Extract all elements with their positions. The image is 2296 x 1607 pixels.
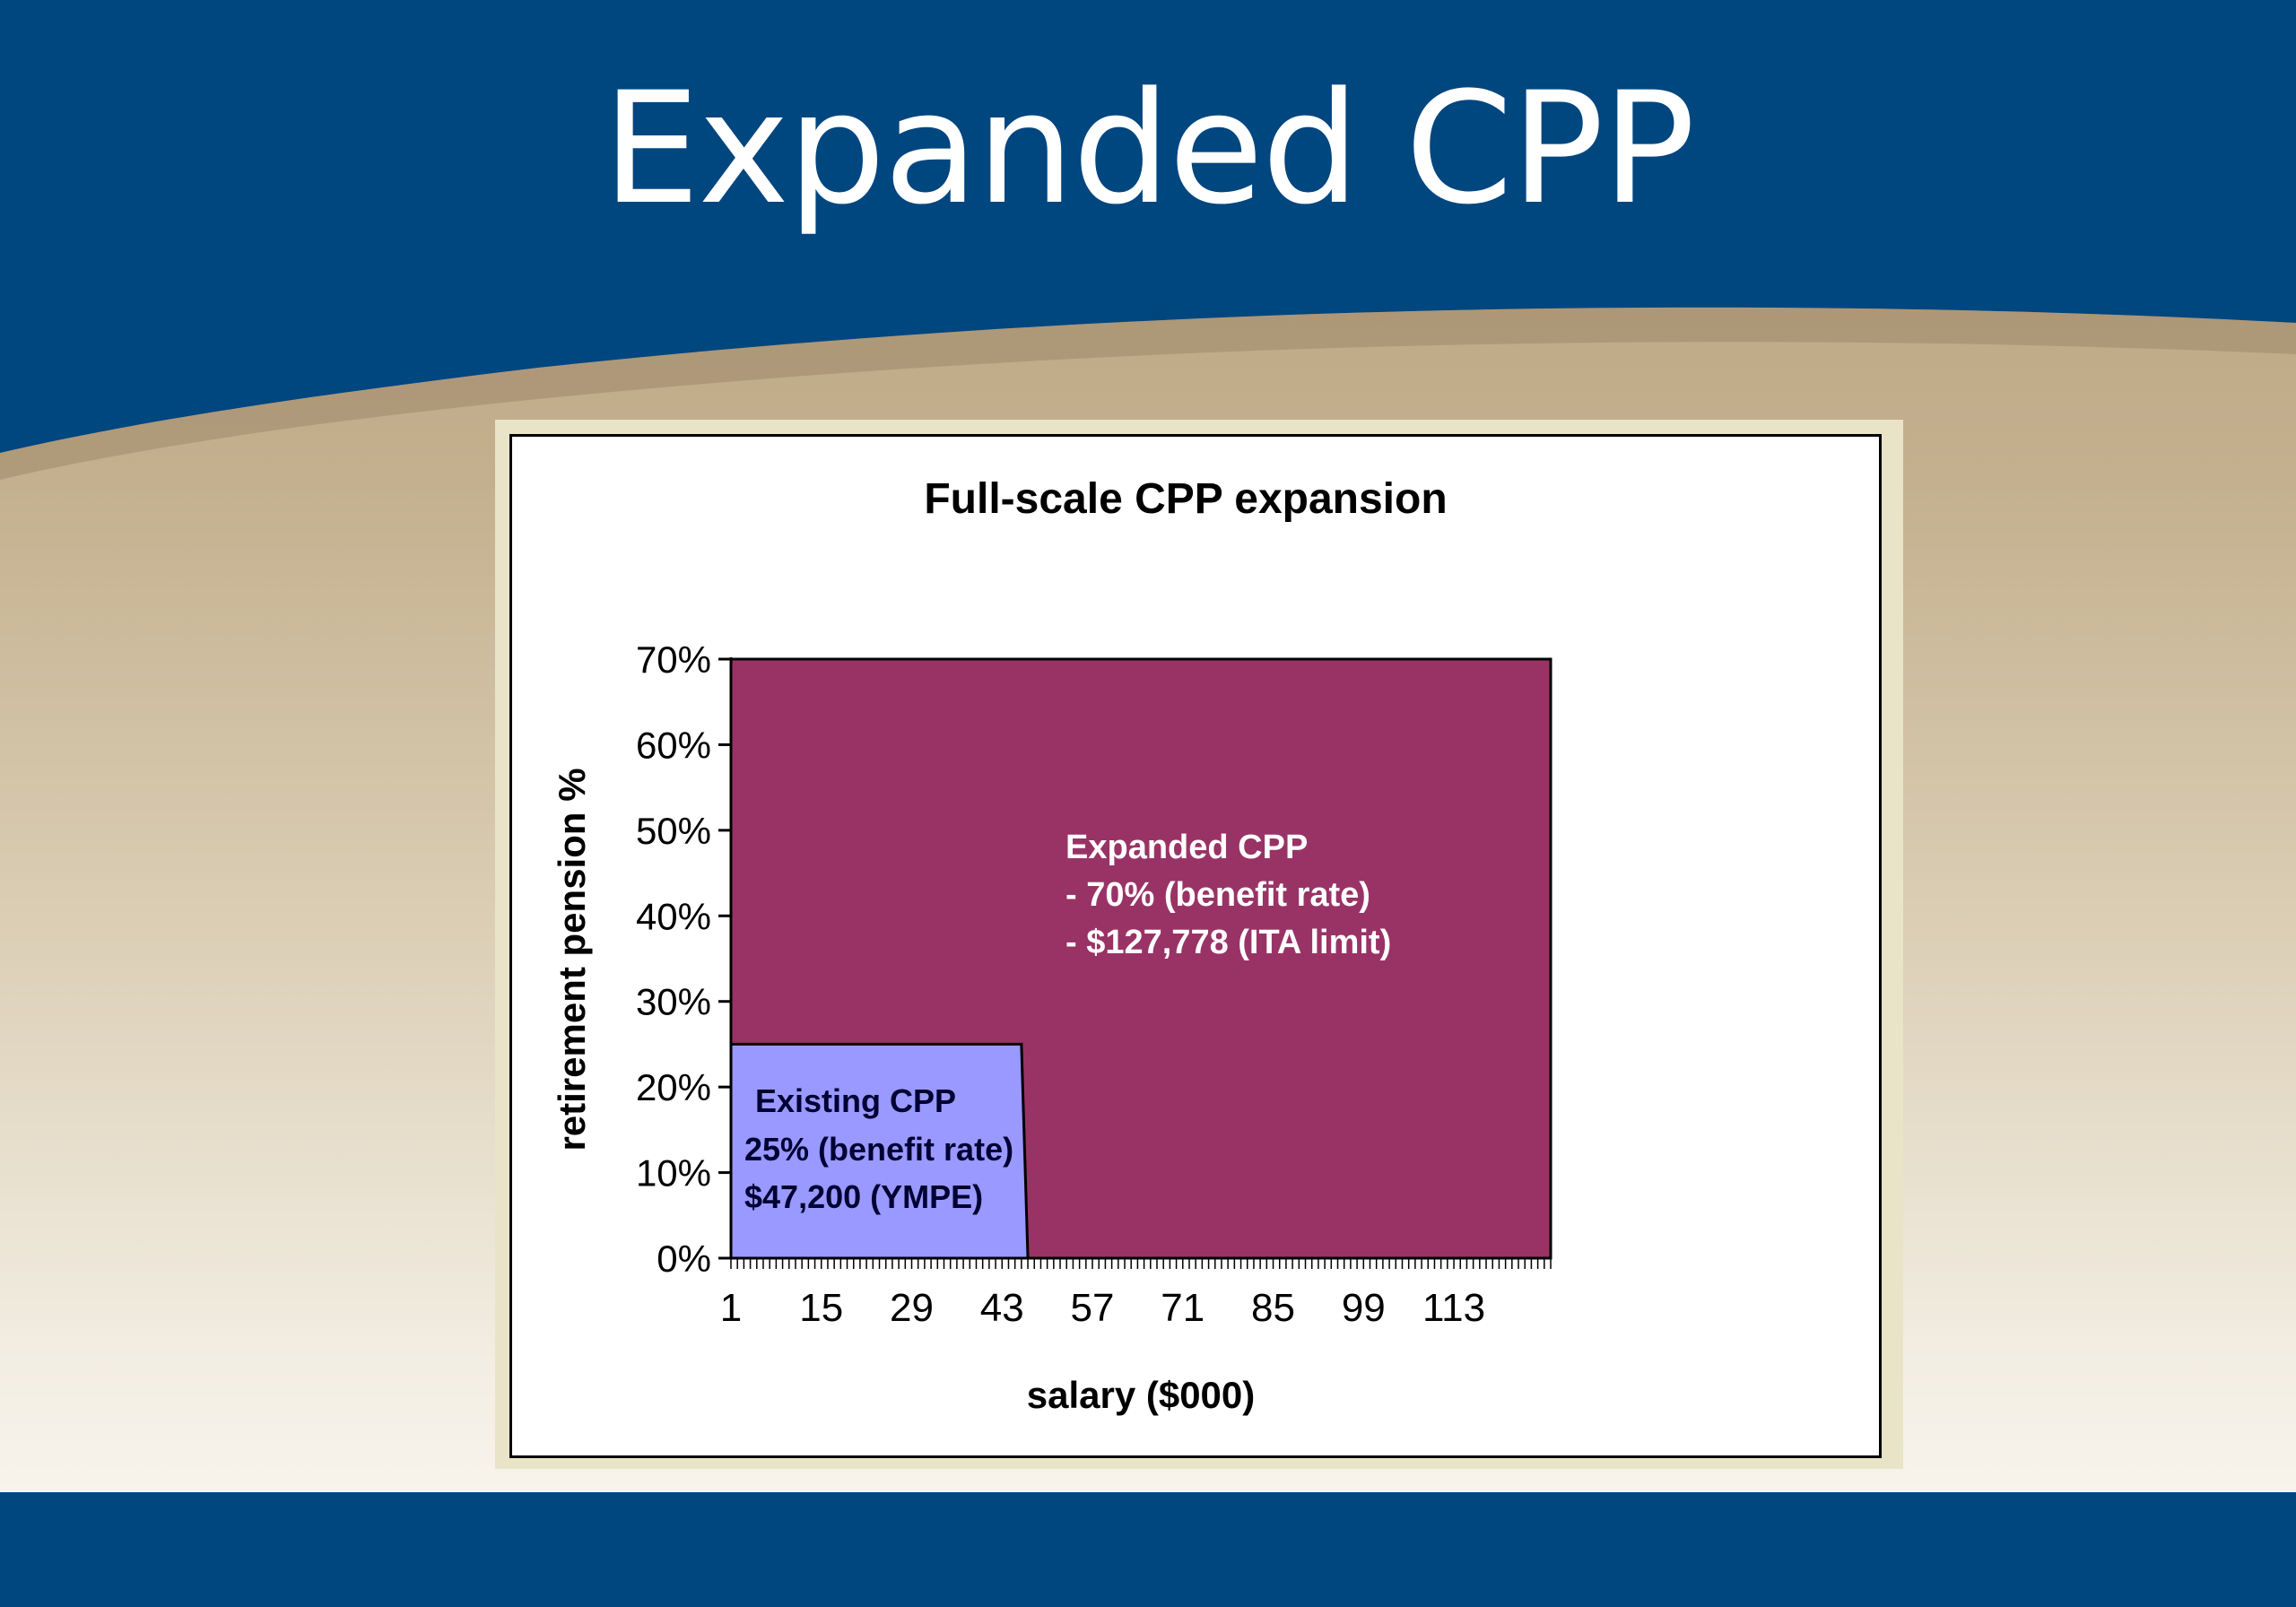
expanded-annotation-line: - 70% (benefit rate) [1065,876,1370,914]
footer-band [0,1492,2296,1607]
x-tick-label: 43 [980,1286,1024,1330]
chart-title: Full-scale CPP expansion [924,475,1447,523]
header-band [0,0,2296,453]
x-tick-label: 85 [1251,1286,1295,1330]
x-tick-label: 29 [890,1286,934,1330]
y-tick-label: 60% [636,724,711,766]
existing-annotation-line: $47,200 (YMPE) [744,1178,983,1215]
y-tick-label: 40% [636,895,711,937]
x-tick-label: 1 [720,1286,742,1330]
x-tick-label: 113 [1422,1286,1485,1330]
existing-annotation-line: 25% (benefit rate) [744,1131,1013,1168]
x-tick-label: 99 [1342,1286,1386,1330]
plot-area: 0% 10% 20% 30% 40% 50% 60% 70% 1 15 29 43 57 71 85 99 11… [636,638,1552,1330]
y-tick-label: 20% [636,1066,711,1108]
slide-title: Expanded CPP [602,58,1695,239]
header-shadow [0,307,2296,480]
expanded-annotation-line: Expanded CPP [1065,829,1308,866]
y-tick-label: 70% [636,638,711,681]
y-tick-label: 10% [636,1152,711,1194]
x-tick-label: 71 [1161,1286,1205,1330]
x-tick-label: 15 [799,1286,843,1330]
x-axis-label: salary ($000) [1027,1374,1256,1416]
y-tick-label: 50% [636,810,711,852]
x-tick-label: 57 [1071,1286,1115,1330]
existing-annotation-line: Existing CPP [755,1082,956,1119]
y-tick-label: 30% [636,981,711,1023]
y-tick-label: 0% [657,1238,711,1280]
y-axis-label: retirement pension % [551,768,593,1151]
expanded-annotation-line: - $127,778 (ITA limit) [1065,924,1391,961]
